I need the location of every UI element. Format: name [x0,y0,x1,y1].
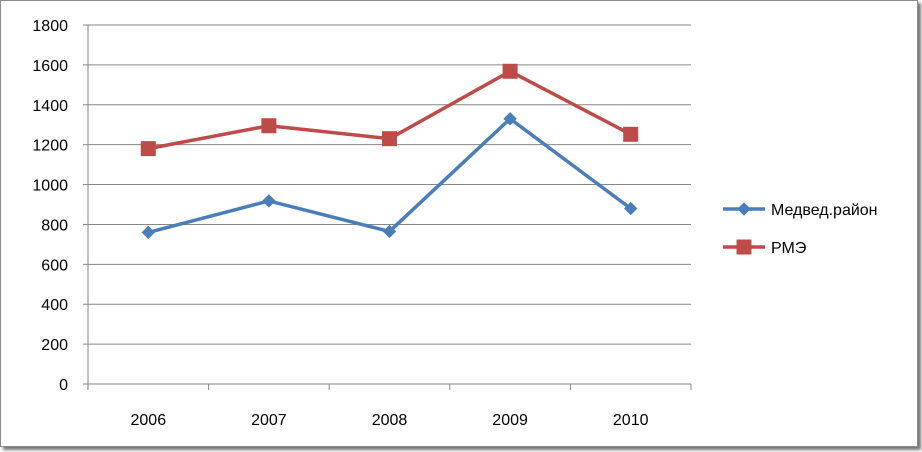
legend-item-2: РМЭ [723,239,806,257]
series-1 [141,112,638,240]
x-tick-label: 2010 [613,412,649,429]
legend-item-1: Медвед.район [723,202,878,219]
legend-marker [737,202,751,216]
legend-marker [736,239,752,255]
data-point [262,194,276,208]
data-point [503,112,517,126]
y-tick-label: 0 [59,377,68,394]
data-point [623,201,638,216]
data-point [382,131,397,147]
series-2 [140,63,639,157]
y-tick-label: 200 [41,337,68,354]
data-point [140,141,156,157]
legend-label: Медвед.район [771,202,878,219]
data-point [261,118,277,134]
x-axis-tick-labels: 2006 2007 2008 2009 2010 [131,412,649,429]
series-lines [140,63,639,240]
y-tick-label: 600 [41,257,68,274]
y-axis-tick-labels: 0 200 400 600 800 1000 1200 1400 1600 1800 [32,18,68,394]
legend-label: РМЭ [771,240,806,257]
x-tick-label: 2007 [251,412,287,429]
data-point [502,63,518,79]
y-tick-label: 1800 [32,18,68,35]
x-tick-label: 2006 [131,412,167,429]
y-tick-label: 1000 [32,178,68,195]
x-tick-label: 2008 [372,412,408,429]
y-tick-label: 1200 [32,138,68,155]
y-tick-label: 1600 [32,58,68,75]
data-point [382,224,397,239]
y-tick-label: 1400 [32,98,68,115]
data-point [141,225,156,240]
axes [83,24,692,390]
y-tick-label: 800 [41,217,68,234]
x-tick-label: 2009 [492,412,528,429]
data-point [623,126,639,142]
y-tick-label: 400 [41,297,68,314]
legend: Медвед.район РМЭ [723,202,878,257]
